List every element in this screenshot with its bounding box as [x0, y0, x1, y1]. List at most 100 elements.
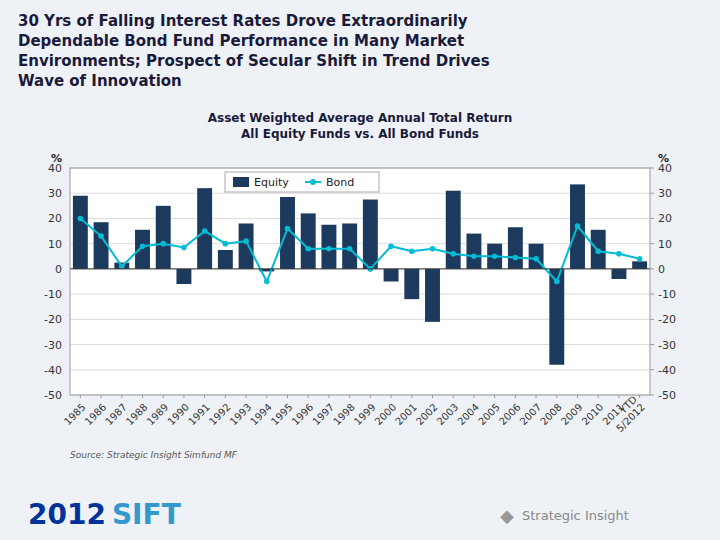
x-tick [473, 395, 474, 398]
line-marker [637, 256, 643, 262]
plot-frame [70, 168, 650, 395]
x-tick [556, 395, 557, 398]
y2-tick-label: -10 [658, 288, 676, 301]
footer-brand: SIFT [112, 498, 181, 531]
y2-tick [650, 319, 654, 320]
x-tick-label-line: 2006 [497, 401, 523, 427]
bar [156, 206, 171, 269]
x-tick-label: 2004 [455, 401, 481, 427]
x-tick [349, 395, 350, 398]
line-marker [554, 279, 560, 285]
x-tick-label-line: 1996 [290, 401, 316, 427]
line-marker [98, 233, 104, 239]
x-tick-label: 2009 [559, 401, 585, 427]
x-tick-label: 1999 [352, 401, 378, 427]
bar [239, 223, 254, 268]
x-tick-label: 2005 [476, 401, 502, 427]
bar [549, 269, 564, 365]
line-marker [533, 256, 539, 262]
bar [176, 269, 191, 284]
line-marker [140, 243, 146, 249]
x-tick-label-line: 2007 [518, 401, 544, 427]
zero-line [70, 268, 650, 269]
bar [342, 223, 357, 268]
legend-label: Bond [326, 176, 354, 189]
line-marker [78, 216, 84, 222]
line-marker [409, 248, 415, 254]
line-marker [471, 253, 477, 259]
x-tick-label-line: 2009 [559, 401, 585, 427]
x-tick-label: 1994 [248, 401, 274, 427]
legend-box [225, 172, 379, 192]
x-tick [287, 395, 288, 398]
y-tick-label: 0 [55, 263, 62, 276]
x-tick-label: 1996 [290, 401, 316, 427]
title-line: Dependable Bond Fund Performance in Many… [18, 32, 464, 50]
bar [384, 269, 399, 282]
y-tick-label: -40 [44, 364, 62, 377]
legend-label: Equity [254, 176, 289, 189]
line-marker [223, 241, 229, 247]
x-tick [598, 395, 599, 398]
x-tick-label: 2003 [435, 401, 461, 427]
x-tick [639, 395, 640, 398]
x-tick [515, 395, 516, 398]
x-tick-label-line: 5/2012 [614, 401, 647, 434]
line-marker [347, 246, 353, 252]
title-line: 30 Yrs of Falling Interest Rates Drove E… [18, 12, 468, 30]
x-tick-label-line: 1987 [103, 401, 129, 427]
x-tick-label-line: 1986 [83, 401, 109, 427]
line-marker [243, 238, 249, 244]
grid-line [70, 268, 650, 269]
y2-axis-label: % [658, 152, 669, 165]
x-tick-label-line: 2010 [580, 401, 606, 427]
x-tick [246, 395, 247, 398]
x-tick-label-line: 1992 [207, 401, 233, 427]
bar [570, 184, 585, 268]
x-tick [411, 395, 412, 398]
y2-tick-label: -30 [658, 339, 676, 352]
x-tick [183, 395, 184, 398]
line-marker [264, 279, 270, 285]
chart-svg: 30 Yrs of Falling Interest Rates Drove E… [0, 0, 720, 540]
bar [508, 227, 523, 269]
x-tick [494, 395, 495, 398]
x-tick-label-line: 1988 [124, 401, 150, 427]
x-tick-label-line: 1994 [248, 401, 274, 427]
y2-tick [650, 268, 654, 269]
x-tick-label-line: 2004 [455, 401, 481, 427]
x-tick-label: 1991 [186, 401, 212, 427]
x-tick-label-line: 1995 [269, 401, 295, 427]
legend: Equity Bond [225, 172, 379, 192]
y-tick-label: 30 [48, 187, 62, 200]
bar [611, 269, 626, 279]
x-tick-label-line: 1991 [186, 401, 212, 427]
x-tick-label-line: 2005 [476, 401, 502, 427]
x-tick-label: 1993 [228, 401, 254, 427]
line-marker [575, 223, 581, 229]
x-tick-label: 2006 [497, 401, 523, 427]
y-tick-label: -30 [44, 339, 62, 352]
line-marker [616, 251, 622, 257]
x-tick-label-line: 2008 [538, 401, 564, 427]
x-tick [101, 395, 102, 398]
bar [591, 230, 606, 269]
x-tick-label: 1990 [165, 401, 191, 427]
y2-tick [650, 395, 654, 396]
y2-tick-label: 20 [658, 212, 672, 225]
y2-tick [650, 218, 654, 219]
bar [321, 225, 336, 269]
line-marker [595, 248, 601, 254]
line-marker [285, 226, 291, 232]
footer-logo-text: Strategic Insight [522, 508, 629, 523]
line-marker [202, 228, 208, 234]
x-tick-label-line: 1998 [331, 401, 357, 427]
background [0, 0, 720, 540]
line-marker [388, 243, 394, 249]
bar [197, 188, 212, 269]
x-tick [163, 395, 164, 398]
line-marker [305, 246, 311, 252]
bar [301, 213, 316, 268]
x-tick-label-line: 1989 [145, 401, 171, 427]
x-tick-label-line: 1985 [62, 401, 88, 427]
